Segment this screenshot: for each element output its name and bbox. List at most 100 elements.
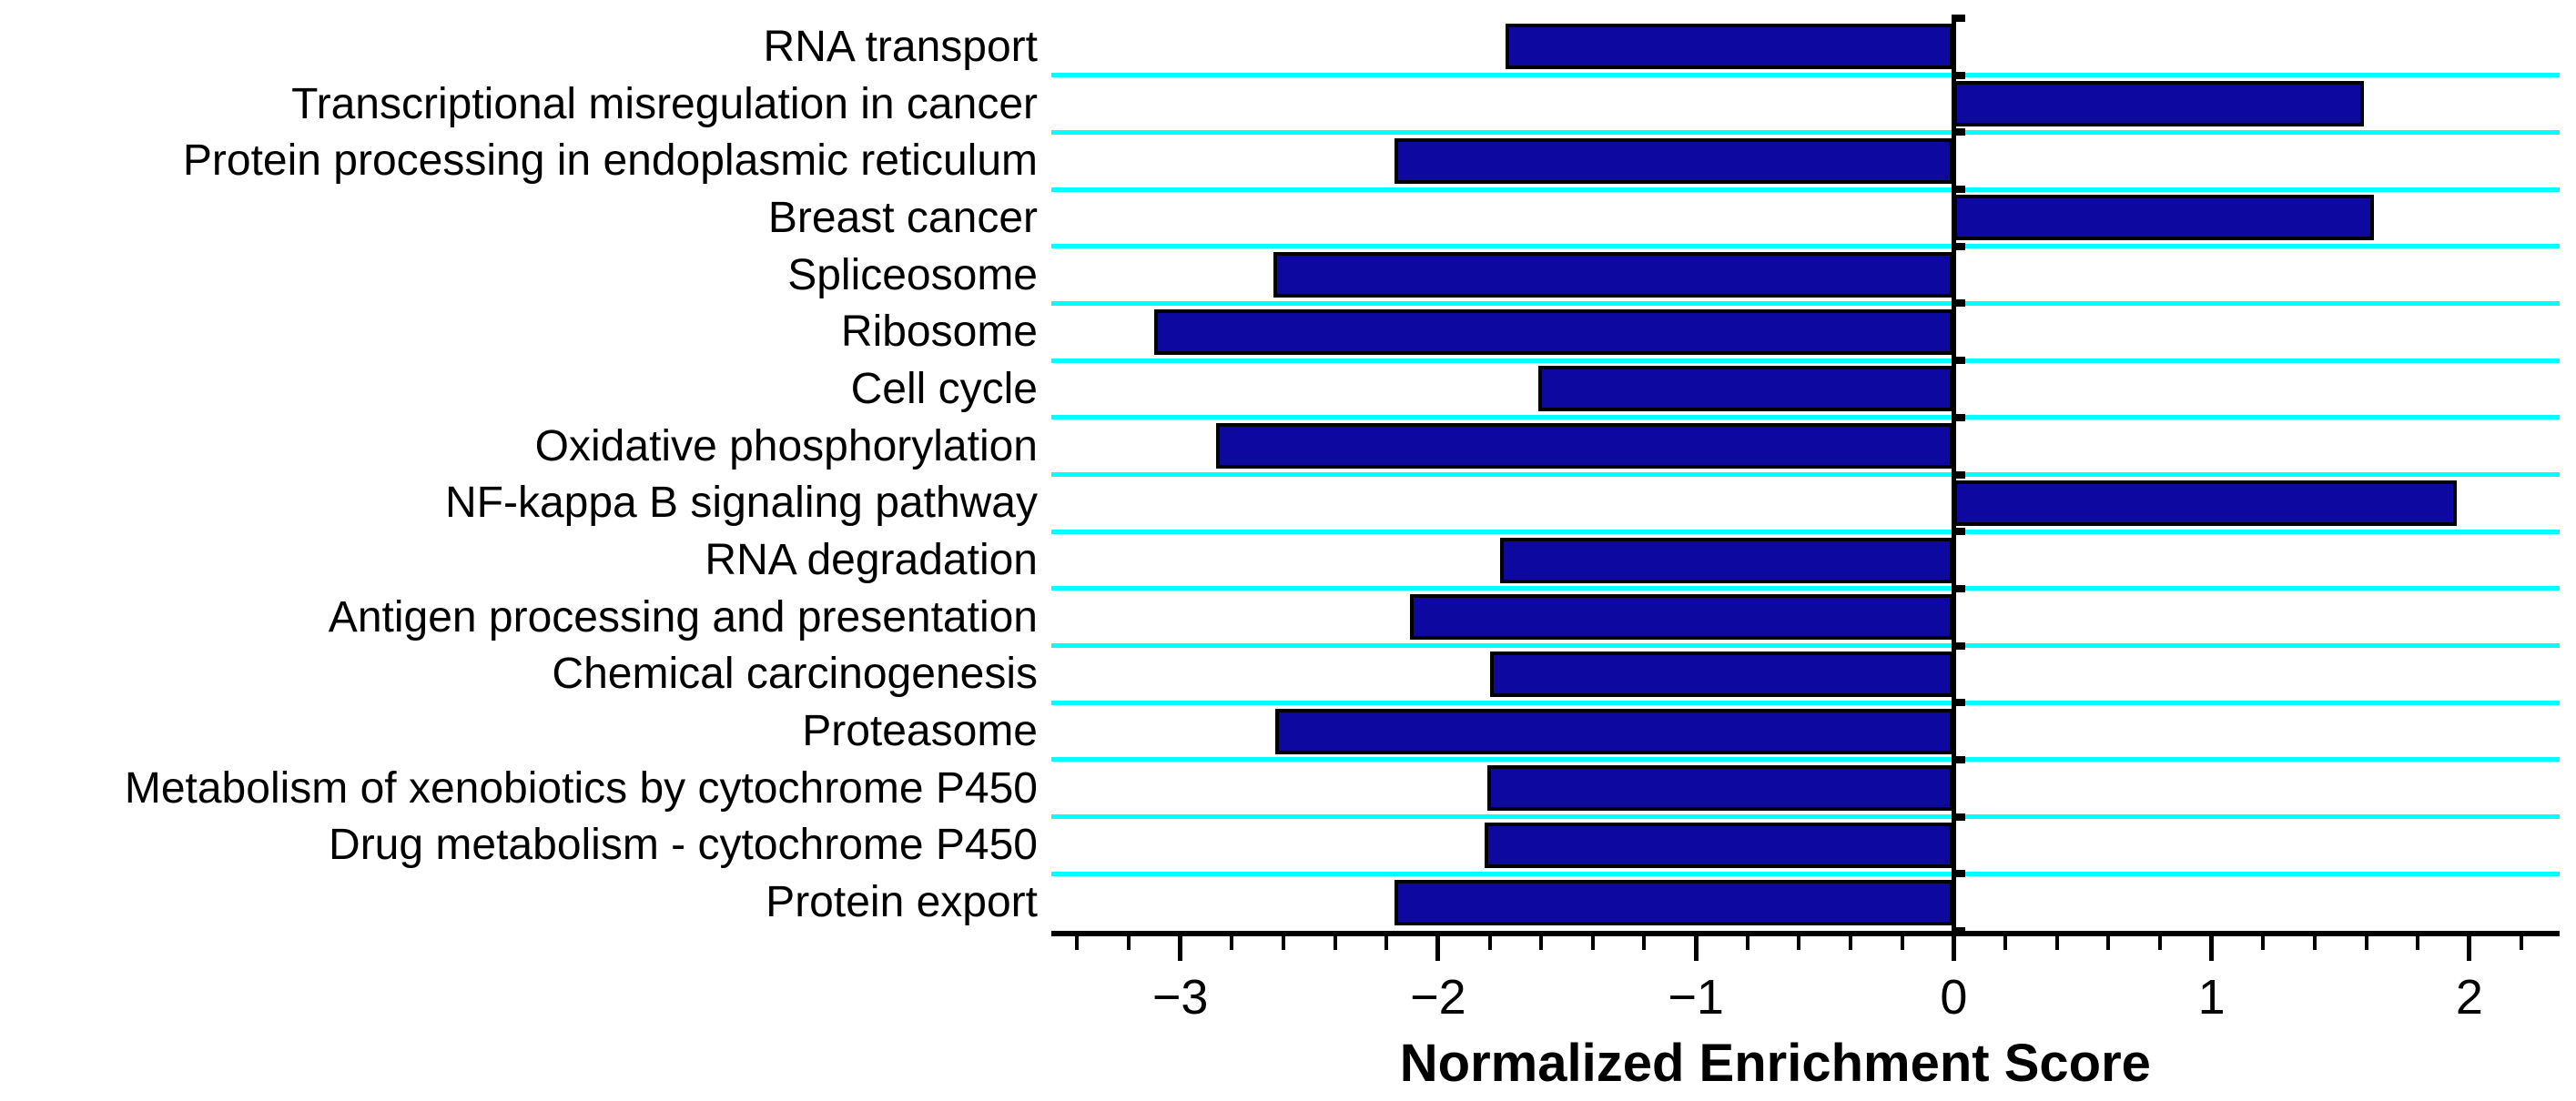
bar-negative: [1486, 765, 1954, 812]
category-label: RNA transport: [763, 22, 1038, 71]
category-label: Protein processing in endoplasmic reticu…: [182, 136, 1038, 186]
category-label: Spliceosome: [787, 250, 1038, 299]
zero-axis-tick: [1952, 528, 1966, 536]
minor-tick: [1384, 936, 1389, 950]
bar-negative: [1154, 308, 1954, 355]
minor-tick: [2157, 936, 2162, 950]
minor-tick: [1642, 936, 1647, 950]
minor-tick: [2312, 936, 2317, 950]
category-label: Metabolism of xenobiotics by cytochrome …: [124, 763, 1038, 813]
bar-negative: [1409, 594, 1954, 641]
row-gridline: [1051, 244, 2560, 249]
category-label: Breast cancer: [767, 193, 1038, 242]
zero-axis-tick: [1952, 584, 1966, 592]
minor-tick: [2054, 936, 2059, 950]
row-gridline: [1051, 643, 2560, 649]
major-tick: [2467, 936, 2472, 961]
row-gridline: [1051, 73, 2560, 78]
major-tick: [1435, 936, 1441, 961]
x-axis-title: Normalized Enrichment Score: [1399, 1034, 2151, 1093]
category-label: Transcriptional misregulation in cancer: [291, 79, 1038, 128]
zero-axis-tick: [1952, 299, 1966, 308]
row-gridline: [1051, 415, 2560, 420]
x-tick-label: −2: [1410, 970, 1466, 1025]
x-tick-label: −3: [1151, 970, 1209, 1025]
bar-positive: [1953, 195, 2375, 241]
row-gridline: [1051, 529, 2560, 534]
category-label: RNA degradation: [705, 536, 1038, 585]
category-label: Drug metabolism - cytochrome P450: [329, 821, 1038, 870]
bar-negative: [1489, 651, 1954, 697]
zero-axis-tick: [1952, 413, 1966, 421]
row-gridline: [1051, 129, 2560, 135]
category-label: Antigen processing and presentation: [328, 592, 1038, 641]
zero-axis-tick: [1952, 15, 1966, 22]
minor-tick: [1281, 936, 1285, 950]
x-axis-line: [1051, 931, 2560, 936]
x-tick-label: 0: [1940, 970, 1968, 1025]
row-gridline: [1051, 300, 2560, 306]
bar-negative: [1538, 366, 1954, 412]
minor-tick: [2106, 936, 2111, 950]
bar-negative: [1273, 252, 1954, 298]
zero-axis-tick: [1952, 641, 1966, 650]
minor-tick: [1745, 936, 1749, 950]
category-label: Cell cycle: [850, 364, 1038, 413]
major-tick: [1951, 936, 1956, 961]
minor-tick: [1849, 936, 1853, 950]
zero-axis-tick: [1952, 128, 1966, 136]
minor-tick: [1126, 936, 1131, 950]
plot-area: −3 −2 −1 0 1 2: [1051, 15, 2560, 1025]
category-label: NF-kappa B signaling pathway: [444, 479, 1038, 528]
zero-axis-tick: [1952, 755, 1966, 763]
minor-tick: [1075, 936, 1080, 950]
x-tick-label: −1: [1668, 970, 1724, 1025]
major-tick: [2209, 936, 2215, 961]
zero-axis-tick: [1952, 357, 1966, 365]
row-gridline: [1051, 814, 2560, 820]
category-label: Oxidative phosphorylation: [534, 421, 1038, 470]
bar-negative: [1394, 879, 1954, 925]
category-label: Proteasome: [802, 707, 1038, 756]
minor-tick: [1797, 936, 1801, 950]
zero-axis-tick: [1952, 71, 1966, 79]
zero-axis-tick: [1952, 470, 1966, 479]
zero-axis-tick: [1952, 242, 1966, 250]
minor-tick: [2364, 936, 2368, 950]
bar-negative: [1484, 822, 1954, 868]
minor-tick: [2416, 936, 2420, 950]
minor-tick: [1333, 936, 1337, 950]
bar-positive: [1953, 81, 2364, 127]
minor-tick: [1590, 936, 1595, 950]
bar-negative: [1394, 137, 1954, 184]
minor-tick: [2261, 936, 2266, 950]
row-gridline: [1051, 187, 2560, 192]
zero-axis-tick: [1952, 186, 1966, 194]
minor-tick: [2519, 936, 2523, 950]
row-gridline: [1051, 757, 2560, 763]
row-gridline: [1051, 358, 2560, 363]
category-label: Ribosome: [840, 308, 1038, 357]
zero-axis-tick: [1952, 699, 1966, 707]
row-gridline: [1051, 871, 2560, 876]
row-gridline: [1051, 586, 2560, 591]
minor-tick: [1539, 936, 1544, 950]
minor-tick: [2003, 936, 2008, 950]
row-gridline: [1051, 700, 2560, 705]
minor-tick: [1487, 936, 1492, 950]
bar-negative: [1275, 708, 1954, 754]
zero-axis-tick: [1952, 870, 1966, 878]
minor-tick: [1230, 936, 1234, 950]
bar-negative: [1216, 423, 1954, 470]
zero-axis-tick: [1952, 813, 1966, 821]
x-tick-label: 1: [2197, 970, 2226, 1025]
category-label: Protein export: [766, 878, 1038, 927]
row-gridline: [1051, 472, 2560, 477]
bar-negative: [1505, 24, 1954, 70]
major-tick: [1693, 936, 1699, 961]
bar-positive: [1953, 480, 2457, 526]
x-tick-label: 2: [2455, 970, 2483, 1025]
major-tick: [1178, 936, 1183, 961]
category-label: Chemical carcinogenesis: [552, 650, 1038, 699]
